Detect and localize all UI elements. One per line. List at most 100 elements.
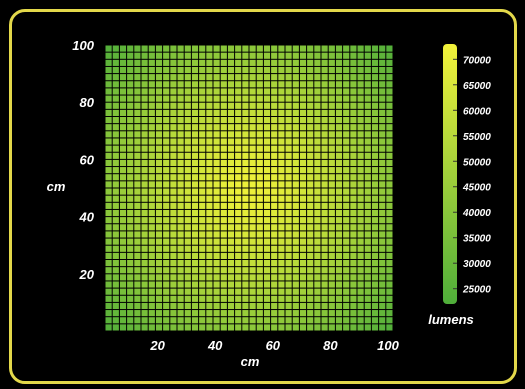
heatmap-cell <box>170 131 177 138</box>
heatmap-cell <box>314 281 321 288</box>
heatmap-cell <box>263 245 271 252</box>
heatmap-cell <box>155 324 163 331</box>
heatmap-cell <box>379 159 386 167</box>
heatmap-cell <box>177 109 184 116</box>
heatmap-cell <box>350 267 357 274</box>
heatmap-cell <box>249 131 256 138</box>
heatmap-cell <box>227 231 235 238</box>
heatmap-cell <box>220 288 227 295</box>
heatmap-cell <box>184 131 191 138</box>
heatmap-cell <box>119 188 127 195</box>
heatmap-cell <box>199 109 206 116</box>
heatmap-cell <box>343 324 350 331</box>
heatmap-cell <box>335 52 343 59</box>
heatmap-cell <box>112 238 119 245</box>
heatmap-cell <box>191 324 199 331</box>
heatmap-cell <box>227 310 235 317</box>
heatmap-cell <box>170 181 177 188</box>
heatmap-cell <box>155 159 163 167</box>
heatmap-cell <box>314 317 321 324</box>
heatmap-cell <box>163 145 170 152</box>
heatmap-cell <box>163 202 170 209</box>
heatmap-cell <box>213 138 220 145</box>
heatmap-cell <box>148 181 155 188</box>
heatmap-cell <box>307 238 314 245</box>
heatmap-cell <box>335 109 343 116</box>
heatmap-cell <box>112 267 119 274</box>
heatmap-cell <box>148 252 155 259</box>
heatmap-cell <box>177 188 184 195</box>
heatmap-cell <box>350 102 357 109</box>
heatmap-cell <box>206 238 213 245</box>
heatmap-cell <box>242 302 249 310</box>
heatmap-cell <box>235 81 242 88</box>
heatmap-cell <box>127 52 134 59</box>
heatmap-cell <box>371 317 379 324</box>
heatmap-cell <box>371 310 379 317</box>
heatmap-cell <box>155 217 163 224</box>
heatmap-cell <box>335 174 343 181</box>
heatmap-cell <box>364 45 371 52</box>
heatmap-cell <box>321 217 328 224</box>
heatmap-cell <box>105 81 112 88</box>
heatmap-cell <box>105 117 112 124</box>
heatmap-cell <box>350 181 357 188</box>
heatmap-cell <box>278 195 285 202</box>
heatmap-cell <box>155 224 163 231</box>
heatmap-cell <box>242 260 249 267</box>
heatmap-cell <box>256 74 263 81</box>
heatmap-cell <box>184 174 191 181</box>
heatmap-cell <box>249 324 256 331</box>
heatmap-cell <box>148 88 155 95</box>
heatmap-cell <box>119 181 127 188</box>
heatmap-cell <box>227 274 235 281</box>
heatmap-cell <box>379 274 386 281</box>
heatmap-cell <box>299 88 307 95</box>
heatmap-cell <box>170 274 177 281</box>
heatmap-cell <box>321 66 328 74</box>
heatmap-cell <box>263 52 271 59</box>
heatmap-cell <box>105 124 112 131</box>
heatmap-cell <box>177 159 184 167</box>
heatmap-cell <box>163 188 170 195</box>
heatmap-cell <box>127 188 134 195</box>
heatmap-cell <box>371 324 379 331</box>
heatmap-cell <box>170 52 177 59</box>
colorbar <box>443 44 457 304</box>
heatmap-cell <box>177 45 184 52</box>
heatmap-cell <box>249 145 256 152</box>
heatmap-cell <box>371 274 379 281</box>
heatmap-cell <box>321 145 328 152</box>
heatmap-cell <box>119 324 127 331</box>
heatmap-cell <box>105 95 112 102</box>
heatmap-cell <box>357 159 364 167</box>
heatmap-cell <box>321 167 328 174</box>
heatmap-cell <box>386 195 393 202</box>
heatmap-cell <box>242 109 249 116</box>
heatmap-cell <box>335 188 343 195</box>
heatmap-cell <box>357 281 364 288</box>
heatmap-cell <box>271 74 278 81</box>
heatmap-cell <box>148 159 155 167</box>
heatmap-cell <box>184 281 191 288</box>
heatmap-cell <box>379 124 386 131</box>
heatmap-cell <box>184 74 191 81</box>
heatmap-cell <box>292 238 299 245</box>
heatmap-cell <box>343 117 350 124</box>
heatmap-cell <box>170 245 177 252</box>
heatmap-cell <box>199 88 206 95</box>
heatmap-cell <box>206 281 213 288</box>
heatmap-cell <box>155 252 163 259</box>
heatmap-cell <box>134 95 141 102</box>
heatmap-cell <box>134 102 141 109</box>
heatmap-cell <box>177 117 184 124</box>
heatmap-cell <box>141 324 148 331</box>
heatmap-cell <box>220 52 227 59</box>
heatmap-cell <box>386 310 393 317</box>
heatmap-cell <box>307 209 314 217</box>
heatmap-cell <box>148 152 155 159</box>
heatmap-cell <box>249 138 256 145</box>
heatmap-cell <box>119 174 127 181</box>
heatmap-cell <box>249 267 256 274</box>
heatmap-cell <box>184 167 191 174</box>
